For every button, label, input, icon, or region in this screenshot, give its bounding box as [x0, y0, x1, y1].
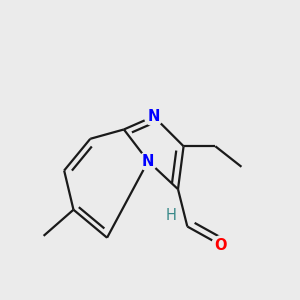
Circle shape: [144, 107, 163, 126]
Circle shape: [165, 214, 180, 228]
Text: O: O: [215, 238, 227, 253]
Text: N: N: [142, 154, 154, 169]
Circle shape: [212, 236, 230, 254]
Circle shape: [139, 152, 158, 170]
Text: H: H: [165, 208, 176, 223]
Text: N: N: [148, 109, 160, 124]
